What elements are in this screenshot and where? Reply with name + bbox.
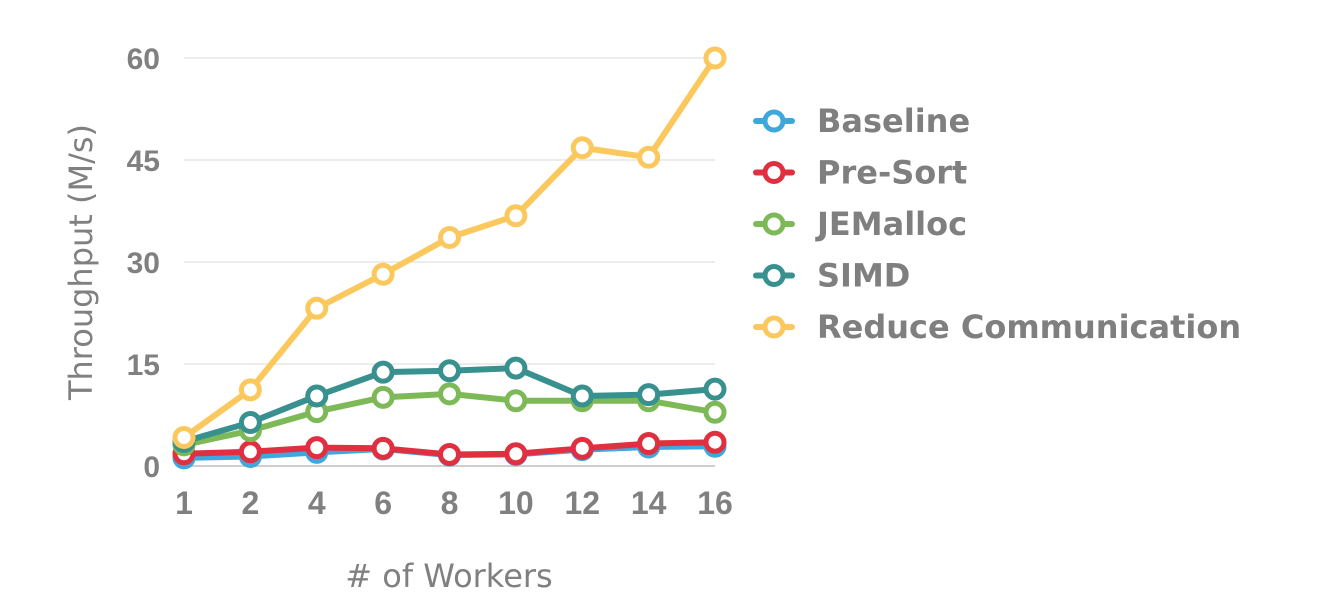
data-point <box>570 436 594 460</box>
data-point <box>238 378 262 402</box>
x-axis-ticks: 1 2 4 6 8 10 12 14 16 <box>175 485 733 521</box>
data-point <box>637 432 661 456</box>
legend-label: Reduce Communication <box>817 308 1241 346</box>
data-point <box>238 410 262 434</box>
y-axis-title: Throughput (M/s) <box>62 124 100 401</box>
data-point <box>371 436 395 460</box>
legend: Baseline Pre-Sort JEMalloc SIMD Reduce Commu… <box>753 102 1241 346</box>
legend-label: Pre-Sort <box>817 154 967 192</box>
data-point <box>438 442 461 466</box>
y-tick-label: 0 <box>143 451 160 484</box>
legend-marker <box>762 109 786 133</box>
data-point <box>371 262 395 286</box>
legend-item: Pre-Sort <box>753 154 967 192</box>
x-tick-label: 12 <box>564 485 600 521</box>
series-reduce-communication <box>172 46 727 449</box>
data-point <box>504 356 528 380</box>
legend-label: JEMalloc <box>815 205 967 243</box>
y-tick-label: 60 <box>127 43 160 76</box>
legend-marker <box>762 264 786 287</box>
data-point <box>637 145 661 169</box>
x-tick-label: 16 <box>697 485 733 521</box>
legend-item: Baseline <box>753 102 970 140</box>
data-point <box>305 436 329 460</box>
x-tick-label: 14 <box>631 485 667 521</box>
x-tick-label: 8 <box>441 485 459 521</box>
series-lines <box>172 46 727 470</box>
data-point <box>570 384 594 408</box>
x-tick-label: 6 <box>374 485 392 521</box>
x-tick-label: 1 <box>175 485 193 521</box>
data-point <box>703 400 727 424</box>
x-tick-label: 10 <box>498 485 534 521</box>
data-point <box>504 442 528 466</box>
x-tick-label: 4 <box>308 485 326 521</box>
series-pre-sort <box>172 430 727 466</box>
legend-label: Baseline <box>817 102 970 140</box>
legend-marker <box>762 315 786 339</box>
data-point <box>438 226 461 250</box>
data-point <box>371 385 395 409</box>
legend-label: SIMD <box>817 257 910 295</box>
x-axis-title: # of Workers <box>345 557 552 595</box>
data-point <box>371 360 395 384</box>
legend-marker <box>762 212 786 236</box>
legend-marker <box>762 161 786 184</box>
legend-item: JEMalloc <box>753 205 967 243</box>
data-point <box>637 383 661 407</box>
data-point <box>570 136 594 160</box>
y-axis-ticks: 0 15 30 45 60 <box>127 43 160 484</box>
data-point <box>703 46 727 70</box>
data-point <box>438 382 461 406</box>
legend-item: SIMD <box>753 257 910 295</box>
y-tick-label: 45 <box>127 145 160 178</box>
data-point <box>305 384 329 408</box>
data-point <box>703 430 727 454</box>
y-tick-label: 15 <box>127 349 160 382</box>
data-point <box>504 389 528 413</box>
data-point <box>238 440 262 464</box>
data-point <box>438 359 461 383</box>
x-tick-label: 2 <box>241 485 259 521</box>
data-point <box>504 204 528 228</box>
data-point <box>172 425 196 449</box>
gridlines <box>184 57 715 365</box>
data-point <box>703 377 727 401</box>
y-tick-label: 30 <box>127 247 160 280</box>
legend-item: Reduce Communication <box>753 308 1241 346</box>
data-point <box>305 296 329 320</box>
